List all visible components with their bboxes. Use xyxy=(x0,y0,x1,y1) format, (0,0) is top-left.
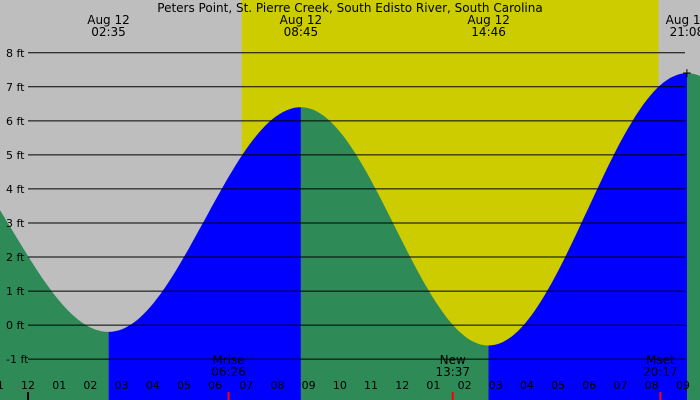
y-tick-label: 0 ft xyxy=(6,319,25,332)
hour-tick-label: 04 xyxy=(146,379,160,392)
hour-tick-label: 12 xyxy=(21,379,35,392)
hour-tick-label: 03 xyxy=(489,379,503,392)
moon-event-tick xyxy=(227,392,230,400)
y-tick-label: 8 ft xyxy=(6,47,25,60)
tide-time-label: 21:08 xyxy=(670,25,700,39)
hour-tick-label: 06 xyxy=(208,379,222,392)
moon-event-time: 13:37 xyxy=(435,365,470,379)
hour-tick-label: 07 xyxy=(239,379,253,392)
tide-time-label: 02:35 xyxy=(91,25,126,39)
hour-tick-label: 01 xyxy=(426,379,440,392)
moon-event-time: 06:26 xyxy=(211,365,246,379)
hour-tick-label: 02 xyxy=(458,379,472,392)
hour-tick-label: 05 xyxy=(177,379,191,392)
hour-tick-label: 08 xyxy=(271,379,285,392)
hour-tick-label: 08 xyxy=(645,379,659,392)
hour-tick-label: 11 xyxy=(0,379,4,392)
hour-tick-label: 05 xyxy=(551,379,565,392)
tide-date-label: Aug 12 xyxy=(87,13,130,27)
tide-time-label: 14:46 xyxy=(471,25,506,39)
tide-date-label: Aug 12 xyxy=(280,13,323,27)
hour-tick-label: 10 xyxy=(333,379,347,392)
falling-tide-area xyxy=(300,107,489,400)
tide-time-label: 08:45 xyxy=(284,25,319,39)
y-tick-label: 1 ft xyxy=(6,285,25,298)
hour-tick-label: 09 xyxy=(676,379,690,392)
midnight-tick xyxy=(27,392,30,400)
hour-tick-label: 01 xyxy=(52,379,66,392)
tide-date-label: Aug 12 xyxy=(467,13,510,27)
hour-tick-label: 07 xyxy=(613,379,627,392)
tide-area-layer xyxy=(0,73,700,400)
gridline-layer xyxy=(28,52,685,360)
hour-tick-label: 04 xyxy=(520,379,534,392)
y-tick-label: 4 ft xyxy=(6,183,25,196)
hour-tick-label: 09 xyxy=(302,379,316,392)
y-tick-label: 3 ft xyxy=(6,217,25,230)
moon-event-name: Mset xyxy=(646,353,675,367)
y-tick-label: 6 ft xyxy=(6,115,25,128)
hour-tick-label: 03 xyxy=(115,379,129,392)
y-tick-label: 5 ft xyxy=(6,149,25,162)
hour-tick-label: 06 xyxy=(582,379,596,392)
hour-tick-label: 02 xyxy=(83,379,97,392)
peak-marker: + xyxy=(682,66,692,80)
hour-tick-label: 12 xyxy=(395,379,409,392)
moon-event-tick xyxy=(659,392,662,400)
y-tick-label: 7 ft xyxy=(6,81,25,94)
rising-tide-area xyxy=(108,107,301,400)
falling-tide-area xyxy=(687,73,700,400)
falling-tide-area xyxy=(0,210,109,400)
y-tick-label: 2 ft xyxy=(6,251,25,264)
chart-title: Peters Point, St. Pierre Creek, South Ed… xyxy=(157,1,542,15)
y-tick-label: -1 ft xyxy=(6,353,29,366)
moon-event-tick xyxy=(451,392,454,400)
hour-tick-label: 11 xyxy=(364,379,378,392)
moon-event-name: Mrise xyxy=(212,353,244,367)
tide-date-label: Aug 13 xyxy=(666,13,700,27)
moon-event-time: 20:17 xyxy=(643,365,678,379)
moon-event-name: New xyxy=(440,353,466,367)
